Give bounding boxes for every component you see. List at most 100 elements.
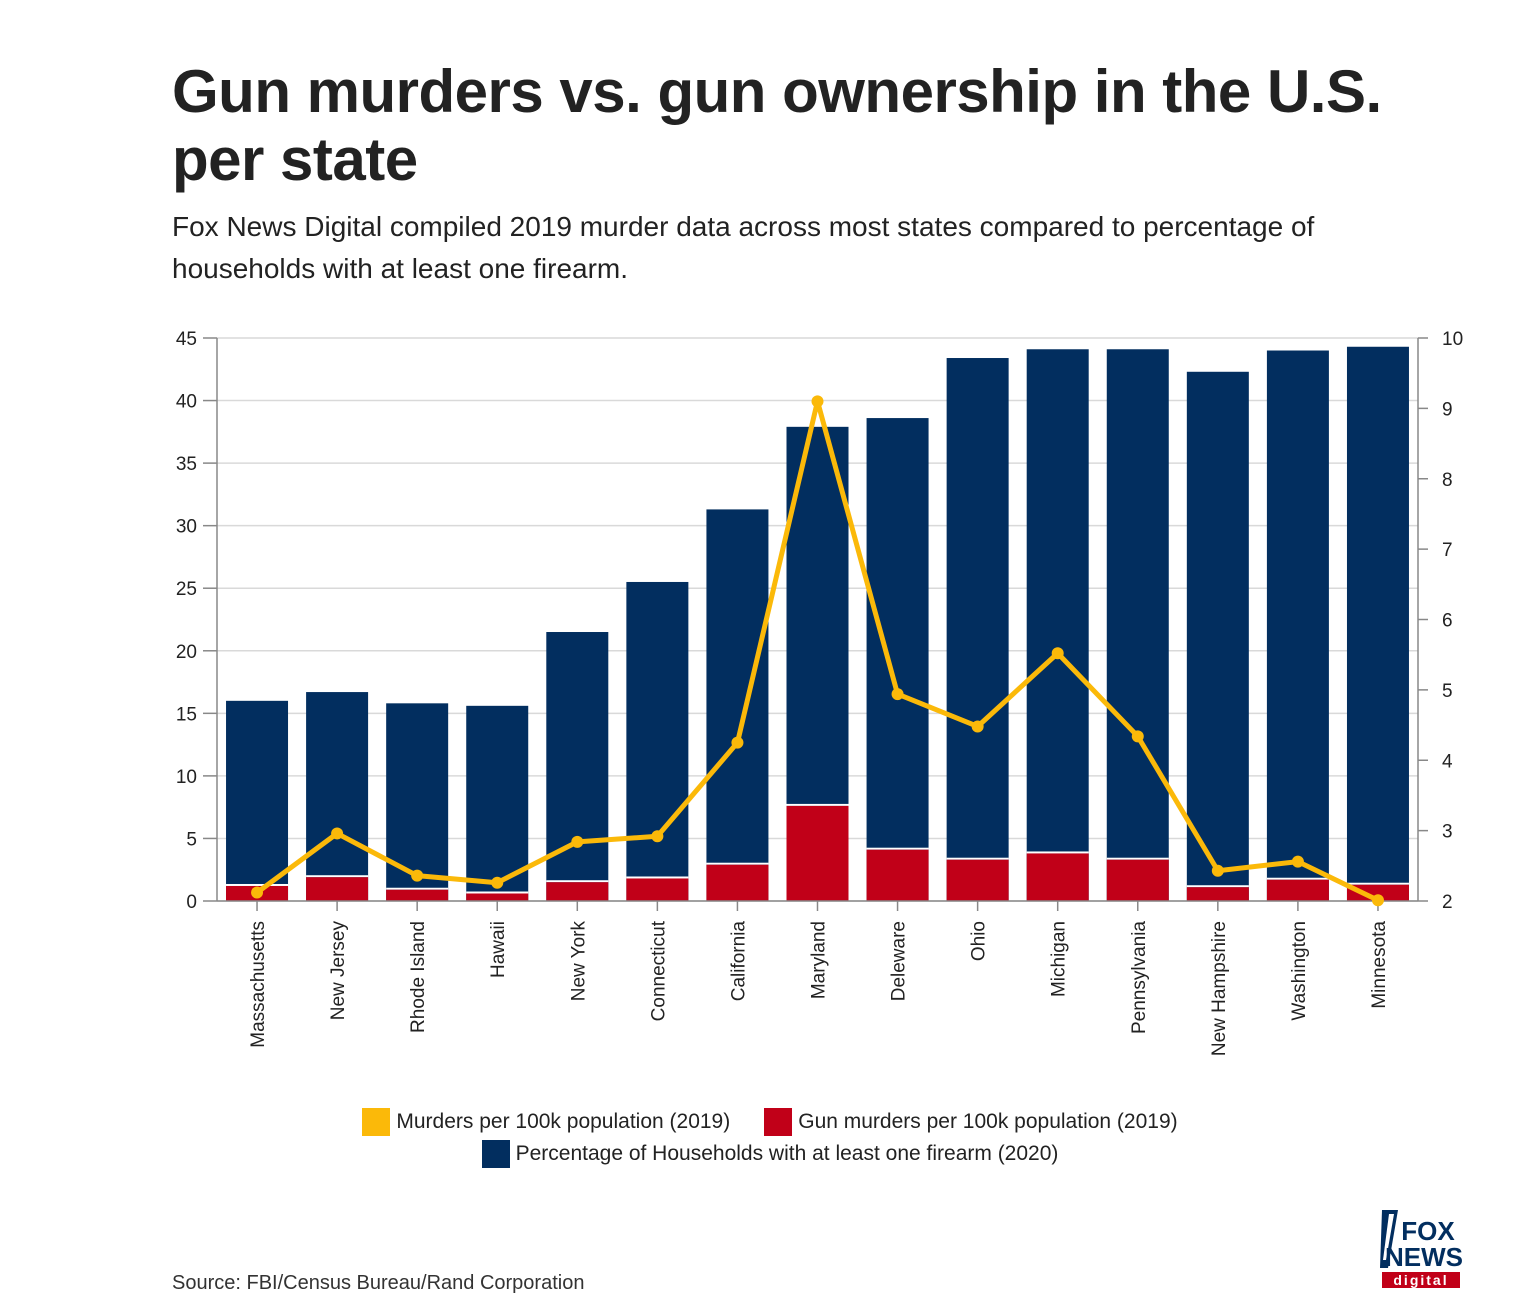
right-tick-label: 9 (1442, 399, 1453, 420)
legend-item-households: Percentage of Households with at least o… (481, 1140, 1059, 1168)
bar-separator (626, 876, 689, 879)
x-tick-label: Rhode Island (408, 921, 429, 1033)
right-tick-label: 8 (1442, 470, 1453, 491)
bar-gun-murders (866, 849, 929, 901)
legend-item-gun-murders: Gun murders per 100k population (2019) (764, 1108, 1178, 1136)
bar-separator (226, 883, 289, 886)
legend-swatch-households (481, 1140, 510, 1168)
x-tick-label: Maryland (809, 921, 830, 999)
bar-separator (786, 803, 849, 806)
left-tick-label: 45 (176, 329, 197, 350)
chart-legend: Murders per 100k population (2019) Gun m… (0, 1106, 1540, 1170)
right-tick-label: 4 (1442, 751, 1453, 772)
bar-households (466, 705, 529, 901)
legend-row-2: Percentage of Households with at least o… (0, 1138, 1540, 1170)
bar-gun-murders (706, 864, 769, 901)
right-tick-label: 3 (1442, 822, 1453, 843)
bar-households (306, 692, 369, 901)
point-murders (891, 688, 904, 701)
logo-text-line2: NEWS (1385, 1242, 1462, 1272)
bar-separator (1266, 877, 1329, 880)
point-murders (971, 720, 984, 733)
right-tick-label: 6 (1442, 611, 1453, 632)
combo-chart: 0510152025303540452345678910Massachusett… (176, 329, 1463, 1056)
x-tick-label: Ohio (969, 921, 990, 961)
legend-label-murders: Murders per 100k population (2019) (396, 1110, 731, 1133)
bar-households (1266, 350, 1329, 901)
bar-gun-murders (1026, 853, 1089, 901)
point-murders (571, 835, 584, 848)
bar-gun-murders (1266, 879, 1329, 901)
chart-subtitle: Fox News Digital compiled 2019 murder da… (172, 211, 1315, 284)
left-tick-label: 10 (176, 767, 197, 788)
point-murders (811, 395, 824, 408)
bar-households (1346, 346, 1409, 901)
bar-households (706, 509, 769, 901)
logo-text-line3: digital (1393, 1272, 1448, 1288)
x-tick-label: Hawaii (488, 921, 509, 978)
bar-gun-murders (306, 877, 369, 901)
x-tick-label: New Hampshire (1209, 921, 1230, 1056)
bar-separator (706, 862, 769, 865)
bar-separator (1346, 882, 1409, 885)
x-tick-label: Washington (1289, 921, 1310, 1021)
legend-label-gun-murders: Gun murders per 100k population (2019) (798, 1110, 1178, 1133)
right-tick-label: 7 (1442, 540, 1453, 561)
point-murders (1131, 730, 1144, 743)
bar-separator (946, 857, 1009, 860)
x-tick-label: Connecticut (648, 920, 669, 1021)
left-tick-label: 20 (176, 642, 197, 663)
bar-gun-murders (386, 889, 449, 901)
x-tick-label: New Jersey (328, 921, 349, 1021)
x-tick-label: Michigan (1049, 921, 1070, 997)
fox-news-logo: FOX NEWS digital (1380, 1210, 1462, 1290)
point-murders (731, 736, 744, 749)
point-murders (1291, 855, 1304, 868)
left-tick-label: 0 (186, 892, 197, 913)
bar-gun-murders (1346, 884, 1409, 901)
left-tick-label: 30 (176, 517, 197, 538)
bar-separator (866, 847, 929, 850)
bar-households (386, 703, 449, 901)
right-tick-label: 10 (1442, 329, 1463, 350)
bar-gun-murders (786, 805, 849, 901)
bar-gun-murders (546, 882, 609, 901)
legend-swatch-gun-murders (764, 1108, 793, 1136)
bar-separator (466, 891, 529, 894)
bar-separator (306, 875, 369, 878)
point-murders (1211, 864, 1224, 877)
bar-households (1026, 349, 1089, 901)
right-tick-label: 5 (1442, 681, 1453, 702)
logo-text-line1: FOX (1401, 1216, 1455, 1246)
bar-households (866, 418, 929, 901)
bar-gun-murders (1106, 859, 1169, 901)
point-murders (411, 869, 424, 882)
point-murders (1051, 647, 1064, 660)
bar-households (226, 700, 289, 901)
legend-swatch-murders (362, 1108, 391, 1136)
x-tick-label: New York (568, 921, 589, 1002)
bar-households (946, 358, 1009, 901)
source-note: Source: FBI/Census Bureau/Rand Corporati… (172, 1272, 585, 1294)
chart-title: Gun murders vs. gun ownership in the U.S… (172, 58, 1382, 193)
left-tick-label: 40 (176, 392, 197, 413)
bar-separator (546, 880, 609, 883)
left-tick-label: 25 (176, 579, 197, 600)
bar-households (1186, 371, 1249, 901)
x-tick-label: Minnesota (1369, 921, 1390, 1009)
bar-gun-murders (466, 893, 529, 901)
point-murders (491, 876, 504, 889)
x-tick-label: Pennsylvania (1129, 921, 1150, 1034)
point-murders (1371, 894, 1384, 907)
x-tick-label: California (728, 921, 749, 1002)
bar-gun-murders (626, 878, 689, 901)
x-tick-label: Massachusetts (248, 921, 269, 1048)
x-tick-label: Deleware (889, 921, 910, 1001)
left-tick-label: 5 (186, 829, 197, 850)
legend-label-households: Percentage of Households with at least o… (515, 1142, 1059, 1165)
bar-gun-murders (946, 859, 1009, 901)
bar-separator (1186, 885, 1249, 888)
point-murders (331, 827, 344, 840)
bar-households (1106, 349, 1169, 901)
bar-separator (1106, 857, 1169, 860)
